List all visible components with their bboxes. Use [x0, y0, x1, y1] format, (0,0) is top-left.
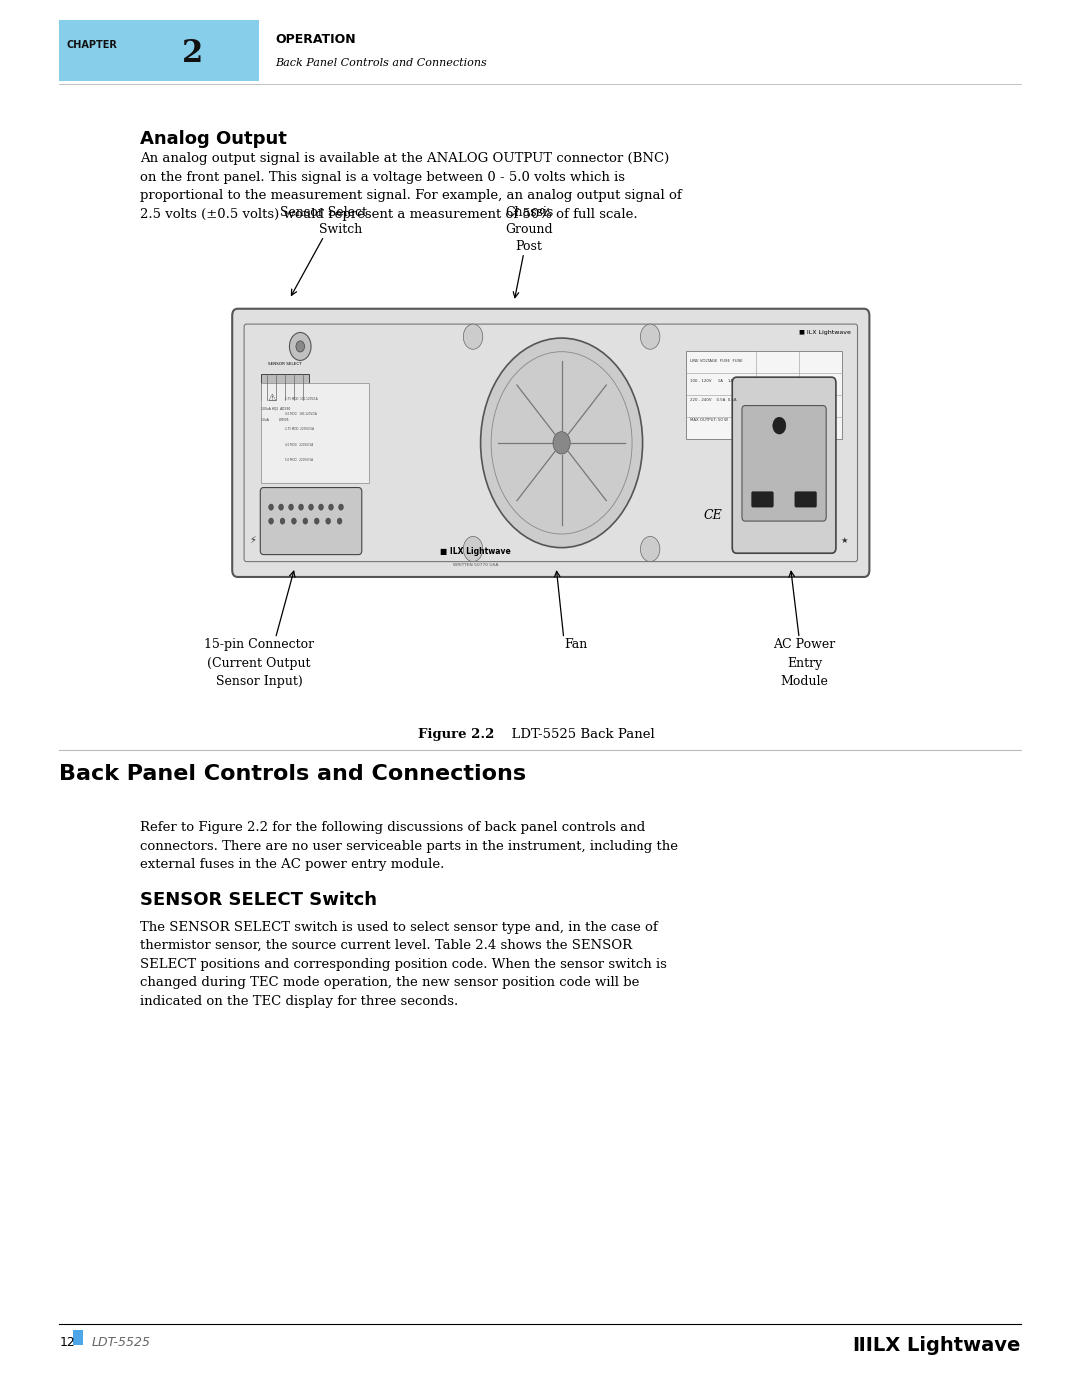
- Text: Analog Output: Analog Output: [140, 130, 287, 148]
- Circle shape: [640, 324, 660, 349]
- Text: 12: 12: [59, 1336, 76, 1348]
- Text: ⚡: ⚡: [249, 535, 256, 545]
- Circle shape: [296, 341, 305, 352]
- Text: LDT-5525: LDT-5525: [92, 1336, 151, 1348]
- FancyBboxPatch shape: [59, 20, 259, 81]
- Circle shape: [481, 338, 643, 548]
- Circle shape: [337, 518, 342, 524]
- Text: 100 - 120V     1A    1A: 100 - 120V 1A 1A: [690, 379, 733, 383]
- Text: Ground: Ground: [505, 224, 553, 236]
- Text: Switch: Switch: [319, 224, 362, 236]
- Circle shape: [463, 536, 483, 562]
- Text: 2: 2: [181, 38, 203, 68]
- Circle shape: [328, 504, 334, 510]
- FancyBboxPatch shape: [260, 488, 362, 555]
- Text: Entry: Entry: [787, 657, 822, 669]
- Circle shape: [339, 504, 343, 510]
- Text: Back Panel Controls and Connections: Back Panel Controls and Connections: [275, 57, 487, 68]
- Circle shape: [303, 518, 308, 524]
- Text: ⅡILX Lightwave: ⅡILX Lightwave: [853, 1336, 1021, 1355]
- Circle shape: [319, 504, 323, 510]
- Circle shape: [299, 504, 303, 510]
- Circle shape: [553, 432, 570, 454]
- Circle shape: [640, 536, 660, 562]
- Text: CE: CE: [703, 510, 723, 522]
- FancyBboxPatch shape: [732, 377, 836, 553]
- Text: The SENSOR SELECT switch is used to select sensor type and, in the case of
therm: The SENSOR SELECT switch is used to sele…: [140, 921, 667, 1007]
- Text: WRITTEN 50770 USA: WRITTEN 50770 USA: [453, 563, 498, 567]
- Text: Figure 2.2: Figure 2.2: [418, 728, 495, 740]
- Bar: [261, 383, 369, 483]
- Text: AC Power: AC Power: [773, 638, 836, 651]
- FancyBboxPatch shape: [795, 492, 816, 507]
- Text: ■ ILX Lightwave: ■ ILX Lightwave: [441, 548, 511, 556]
- Text: ★: ★: [841, 536, 848, 545]
- Text: ■ ILX Lightwave: ■ ILX Lightwave: [799, 330, 851, 335]
- FancyBboxPatch shape: [232, 309, 869, 577]
- Text: 4.0 MOD   220V/0.5A: 4.0 MOD 220V/0.5A: [285, 443, 313, 447]
- Text: 220 - 240V    0.5A  0.5A: 220 - 240V 0.5A 0.5A: [690, 398, 737, 402]
- Text: 5.0 MOD   220V/0.5A: 5.0 MOD 220V/0.5A: [285, 458, 313, 462]
- Circle shape: [280, 518, 285, 524]
- Text: 4.0 MOD   100-120V/1A: 4.0 MOD 100-120V/1A: [285, 412, 316, 416]
- Circle shape: [292, 518, 296, 524]
- Text: Module: Module: [781, 675, 828, 687]
- Text: SENSOR SELECT Switch: SENSOR SELECT Switch: [140, 891, 377, 909]
- Circle shape: [269, 518, 273, 524]
- Text: Back Panel Controls and Connections: Back Panel Controls and Connections: [59, 764, 527, 784]
- Text: LINE VOLTAGE  FUSE  FUSE: LINE VOLTAGE FUSE FUSE: [690, 359, 743, 363]
- Text: Post: Post: [516, 240, 542, 253]
- Circle shape: [279, 504, 283, 510]
- FancyBboxPatch shape: [752, 492, 773, 507]
- Text: Fan: Fan: [564, 638, 588, 651]
- FancyBboxPatch shape: [742, 405, 826, 521]
- Text: 2.75 MOD  220V/0.5A: 2.75 MOD 220V/0.5A: [285, 427, 314, 432]
- Text: ⚠: ⚠: [268, 393, 276, 402]
- Bar: [686, 351, 842, 439]
- Circle shape: [463, 324, 483, 349]
- Text: LDT-5525 Back Panel: LDT-5525 Back Panel: [503, 728, 656, 740]
- Text: SENSOR SELECT: SENSOR SELECT: [268, 362, 302, 366]
- Text: CHAPTER: CHAPTER: [67, 39, 118, 50]
- Text: MAX OUTPUT: 50 W: MAX OUTPUT: 50 W: [690, 418, 728, 422]
- Bar: [73, 1330, 83, 1345]
- Text: Sensor Select: Sensor Select: [281, 207, 367, 219]
- Circle shape: [269, 504, 273, 510]
- Text: Sensor Input): Sensor Input): [216, 675, 302, 687]
- Circle shape: [288, 504, 294, 510]
- Text: 15-pin Connector: 15-pin Connector: [204, 638, 314, 651]
- Circle shape: [773, 418, 786, 434]
- Text: (Current Output: (Current Output: [207, 657, 311, 669]
- Text: OPERATION: OPERATION: [275, 32, 356, 46]
- Circle shape: [309, 504, 313, 510]
- Bar: [261, 374, 309, 400]
- Text: Chassis: Chassis: [505, 207, 553, 219]
- Text: 2.75 MOD  100-120V/1A: 2.75 MOD 100-120V/1A: [285, 397, 318, 401]
- Text: 100uA HQ2  AD590: 100uA HQ2 AD590: [261, 407, 291, 411]
- Circle shape: [314, 518, 319, 524]
- Text: 10uA          LM335: 10uA LM335: [261, 418, 289, 422]
- Circle shape: [289, 332, 311, 360]
- Text: An analog output signal is available at the ANALOG OUTPUT connector (BNC)
on the: An analog output signal is available at …: [140, 152, 683, 221]
- Circle shape: [326, 518, 330, 524]
- Text: Refer to Figure 2.2 for the following discussions of back panel controls and
con: Refer to Figure 2.2 for the following di…: [140, 821, 678, 872]
